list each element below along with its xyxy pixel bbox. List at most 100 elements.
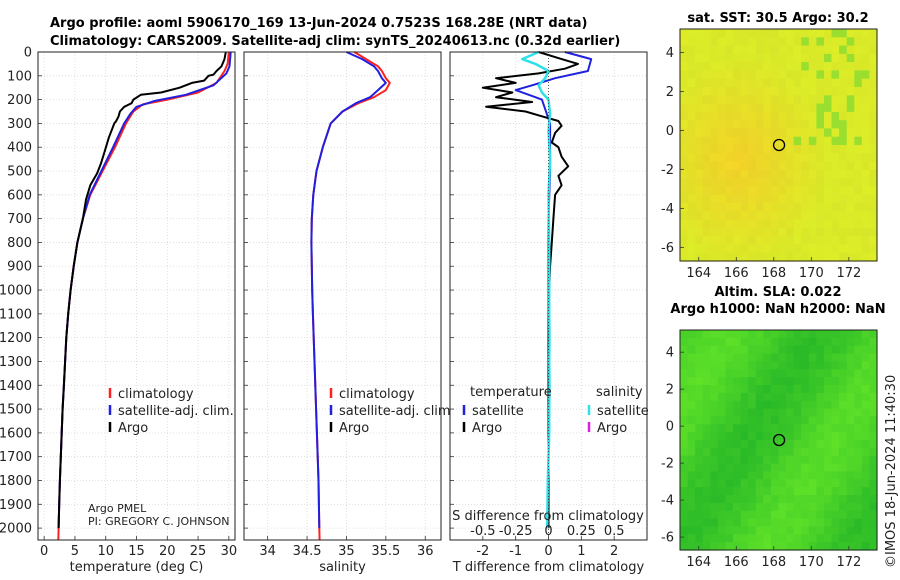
- map-cell: [717, 211, 727, 221]
- y-tick-label: 0: [24, 46, 32, 61]
- map-cell: [808, 369, 817, 378]
- map-cell: [740, 219, 749, 229]
- map-cell: [748, 178, 757, 187]
- map-cell: [831, 211, 840, 221]
- map-cell: [695, 400, 704, 410]
- map-cell: [816, 45, 825, 55]
- map-cell: [861, 252, 870, 262]
- map-cell: [793, 169, 802, 179]
- map-cell: [831, 111, 840, 121]
- map-cell: [854, 337, 863, 347]
- map-cell: [710, 194, 719, 204]
- argo-location-marker: [772, 433, 786, 447]
- map-cell: [702, 236, 711, 245]
- map-cell: [786, 70, 795, 80]
- map-cell: [839, 345, 848, 355]
- map-cell: [717, 194, 727, 204]
- map-cell: [695, 534, 704, 543]
- map-cell: [717, 161, 727, 171]
- map-cell: [816, 495, 825, 504]
- map-cell: [710, 447, 719, 457]
- map-cell: [854, 385, 863, 394]
- map-cell: [869, 502, 878, 512]
- map-cell: [725, 203, 734, 212]
- map-cell: [801, 95, 810, 105]
- map-cell: [801, 455, 810, 465]
- map-cell: [687, 510, 696, 520]
- map-cell: [854, 178, 863, 187]
- map-cell: [778, 502, 787, 512]
- map-cell: [778, 471, 787, 480]
- map-cell: [763, 345, 772, 355]
- map-cell: [808, 211, 817, 221]
- map-cell: [763, 128, 772, 138]
- map-cell: [861, 29, 870, 38]
- map-cell: [869, 252, 878, 262]
- map-cell: [748, 194, 757, 204]
- map-cell: [755, 400, 764, 410]
- map-cell: [763, 236, 772, 245]
- legend-label: Argo: [597, 421, 627, 436]
- map-cell: [824, 408, 833, 418]
- map-cell: [733, 337, 742, 347]
- map-cell: [839, 128, 848, 138]
- map-cell: [869, 408, 878, 418]
- map-cell: [824, 479, 833, 488]
- map-cell: [763, 53, 772, 63]
- map-cell: [717, 392, 727, 402]
- map-cell: [755, 424, 764, 433]
- map-cell: [687, 219, 696, 229]
- map-cell: [725, 463, 734, 473]
- map-cell: [702, 518, 711, 528]
- map-cell: [695, 128, 704, 138]
- map-cell: [740, 424, 749, 433]
- map-cell: [725, 440, 734, 449]
- credit-line2: PI: GREGORY C. JOHNSON: [88, 515, 229, 528]
- map-cell: [824, 103, 833, 113]
- map-cell: [748, 440, 757, 449]
- map-cell: [710, 45, 719, 55]
- map-cell: [861, 219, 870, 229]
- map-cell: [816, 502, 825, 512]
- map-cell: [778, 219, 787, 229]
- watermark: ©IMOS 18-Jun-2024 11:40:30: [884, 375, 899, 568]
- map-cell: [793, 440, 802, 449]
- map-cell: [702, 369, 711, 378]
- map-cell: [710, 70, 719, 80]
- map-cell: [695, 526, 704, 535]
- map-cell: [748, 53, 757, 63]
- map-cell: [854, 400, 863, 410]
- map-cell: [763, 440, 772, 449]
- map-cell: [831, 252, 840, 262]
- map-cell: [839, 244, 848, 254]
- map-cell: [793, 219, 802, 229]
- map-cell: [801, 432, 810, 441]
- map-cell: [702, 542, 711, 551]
- map-cell: [748, 203, 757, 212]
- map-cell: [854, 534, 863, 543]
- map-cell: [740, 416, 749, 425]
- map-cell: [733, 510, 742, 520]
- map-cell: [778, 70, 787, 80]
- map-cell: [816, 103, 825, 113]
- map-cell: [717, 95, 727, 105]
- map-cell: [763, 377, 772, 386]
- map-cell: [861, 502, 870, 512]
- map-cell: [831, 178, 840, 187]
- map-cell: [869, 510, 878, 520]
- map-cell: [695, 440, 704, 449]
- map-cell: [702, 400, 711, 410]
- map-cell: [770, 330, 780, 339]
- map-cell: [687, 502, 696, 512]
- map-cell: [695, 463, 704, 473]
- map-cell: [801, 377, 810, 386]
- map-cell: [816, 416, 825, 425]
- map-cell: [770, 369, 780, 378]
- map-cell: [725, 455, 734, 465]
- map-cell: [717, 111, 727, 121]
- map-cell: [778, 369, 787, 378]
- map-cell: [801, 103, 810, 113]
- x-tick-label: 172: [836, 266, 861, 281]
- map-cell: [748, 463, 757, 473]
- map-cell: [801, 526, 810, 535]
